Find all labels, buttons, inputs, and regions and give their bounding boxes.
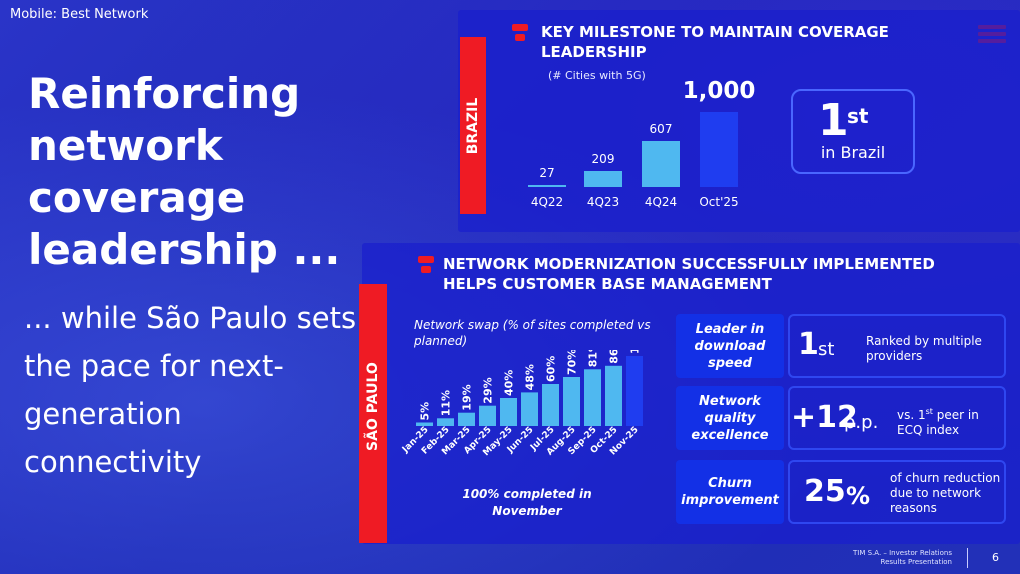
swap-bar-oct-25 — [605, 365, 622, 426]
kpi-value-network-quality: +12 — [791, 400, 858, 435]
kpi-label-download-speed: Leader in download speed — [676, 314, 784, 378]
network-swap-chart-title: Network swap (% of sites completed vs pl… — [414, 318, 651, 348]
category-label-4q22: 4Q22 — [530, 195, 564, 209]
brazil-panel — [458, 10, 1020, 232]
tim-mark-icon — [418, 256, 434, 273]
brazil-region-label: BRAZIL — [465, 97, 481, 155]
tim-mark-icon — [512, 24, 528, 41]
page-number: 6 — [992, 551, 999, 564]
category-label-4q24: 4Q24 — [644, 195, 678, 209]
swap-value-feb-25: 11% — [440, 390, 453, 416]
swap-bar-aug-25 — [563, 377, 580, 426]
swap-value-sep-25: 81% — [587, 350, 600, 367]
value-label-4q24: 607 — [649, 122, 673, 137]
brazil-subheading: (# Cities with 5G) — [548, 69, 646, 82]
swap-value-jul-25: 60% — [545, 356, 558, 382]
kpi-box-download-speed — [788, 314, 1006, 378]
footer-line-2: Results Presentation — [880, 558, 952, 566]
rank-badge — [791, 89, 915, 174]
topic-label: Mobile: Best Network — [10, 7, 149, 22]
swap-bar-jun-25 — [521, 392, 538, 426]
swap-value-may-25: 40% — [503, 370, 516, 396]
swap-bar-apr-25 — [479, 405, 496, 426]
swap-value-jan-25: 5% — [419, 402, 432, 421]
bar-4q22 — [528, 184, 566, 187]
category-label-oct25: Oct'25 — [699, 195, 739, 209]
swap-bar-jul-25 — [542, 384, 559, 426]
kpi-unit-churn: % — [846, 482, 871, 510]
kpi-unit-download-speed: st — [818, 339, 835, 360]
bar-oct25 — [700, 112, 738, 187]
sao-paulo-red-bar — [359, 284, 387, 543]
footer-line-1: TIM S.A. – Investor Relations — [853, 549, 952, 557]
sao-paulo-heading: NETWORK MODERNIZATION SUCCESSFULLY IMPLE… — [443, 255, 935, 293]
swap-bar-sep-25 — [584, 369, 601, 426]
swap-bar-mar-25 — [458, 412, 475, 426]
swap-bar-jan-25 — [416, 422, 433, 426]
swap-value-jun-25: 48% — [524, 364, 537, 390]
sao-paulo-region-label: SÃO PAULO — [365, 362, 381, 451]
swap-value-aug-25: 70% — [566, 350, 579, 375]
swap-bar-feb-25 — [437, 418, 454, 426]
footer-text: TIM S.A. – Investor Relations Results Pr… — [853, 549, 952, 567]
value-label-oct25: 1,000 — [682, 78, 756, 104]
kpi-desc-churn: of churn reduction due to network reason… — [890, 471, 1001, 515]
rank-number: 1 — [818, 95, 849, 146]
bar-4q23 — [584, 171, 622, 187]
kpi-desc-network-quality: vs. 1st peer in ECQ index — [897, 407, 979, 437]
completion-note: 100% completed in November — [462, 487, 592, 518]
kpi-desc-download-speed: Ranked by multiple providers — [866, 334, 982, 363]
value-label-4q22: 27 — [539, 165, 555, 180]
brazil-red-bar — [460, 37, 486, 214]
swap-value-mar-25: 19% — [461, 384, 474, 410]
value-label-4q23: 209 — [591, 152, 615, 167]
kpi-box-churn — [788, 460, 1006, 524]
kpi-unit-network-quality: p.p. — [844, 412, 879, 433]
swap-value-apr-25: 29% — [482, 377, 495, 403]
slide-subtitle: ... while São Paulo sets the pace for ne… — [24, 301, 357, 479]
swap-bar-may-25 — [500, 398, 517, 426]
swap-value-nov-25: 100% — [629, 350, 642, 354]
kpi-value-churn: 25 — [804, 474, 846, 509]
rank-text: in Brazil — [820, 143, 886, 162]
slide-title: Reinforcing network coverage leadership … — [28, 69, 341, 274]
footer-divider — [967, 548, 968, 568]
kpi-label-churn: Churn improvement — [676, 460, 784, 524]
category-label-4q23: 4Q23 — [586, 195, 620, 209]
network-swap-chart: 5%Jan-2511%Feb-2519%Mar-2529%Apr-2540%Ma… — [400, 350, 643, 458]
kpi-value-download-speed: 1 — [798, 327, 819, 362]
brazil-heading: KEY MILESTONE TO MAINTAIN COVERAGE LEADE… — [541, 23, 889, 61]
rank-suffix: st — [847, 104, 869, 128]
kpi-box-network-quality — [788, 386, 1006, 450]
swap-value-oct-25: 86% — [608, 350, 621, 364]
kpi-label-network-quality: Network quality excellence — [676, 386, 784, 450]
bar-4q24 — [642, 141, 680, 187]
swap-bar-nov-25 — [626, 356, 643, 426]
